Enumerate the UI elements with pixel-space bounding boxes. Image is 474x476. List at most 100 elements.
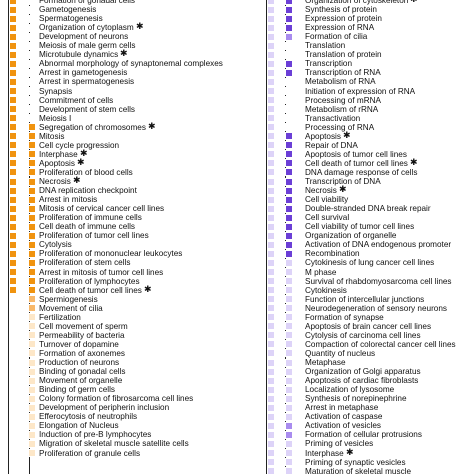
row-label: Processing of mRNA xyxy=(305,95,381,105)
heatmap-cell xyxy=(285,41,293,50)
heatmap-cell xyxy=(285,249,293,258)
heatmap-cell xyxy=(285,421,293,430)
heatmap-cell xyxy=(28,430,36,439)
heatmap-cell xyxy=(285,105,293,114)
row-label: Metaphase xyxy=(305,358,346,367)
heatmap-cell xyxy=(285,258,293,267)
heatmap-cell xyxy=(267,87,275,95)
heatmap-cell xyxy=(28,159,36,168)
heatmap-cell xyxy=(285,195,293,204)
heatmap-cell xyxy=(285,331,293,340)
heatmap-cell xyxy=(9,105,17,114)
heatmap-cell xyxy=(28,367,36,376)
heatmap-cell xyxy=(267,213,275,222)
row-label: Proliferation of stem cells xyxy=(39,258,131,268)
row-label: Maturation of skeletal muscle xyxy=(305,466,412,476)
heatmap-cell xyxy=(9,403,17,412)
heatmap-cell xyxy=(28,213,36,222)
asterisk-marker-icon: ✱ xyxy=(120,49,128,60)
row-label: Mitosis xyxy=(39,131,65,141)
row-label: Cytokinesis xyxy=(305,285,347,295)
heatmap-cell xyxy=(267,249,275,258)
heatmap-cell xyxy=(267,376,275,385)
asterisk-marker-icon: ✱ xyxy=(410,157,418,168)
heatmap-cell xyxy=(9,141,17,150)
row-label: Neurodegeneration of sensory neurons xyxy=(305,303,448,313)
row-label: Development of stem cells xyxy=(39,104,136,114)
row-label: Arrest in metaphase xyxy=(305,403,379,413)
row-label: Cell death of tumor cell lines xyxy=(305,158,408,168)
asterisk-marker-icon: ✱ xyxy=(73,176,81,186)
heatmap-cell xyxy=(267,340,275,349)
asterisk-marker-icon: ✱ xyxy=(144,284,152,295)
row-label: Transcription xyxy=(305,59,353,69)
heatmap-cell xyxy=(285,222,293,231)
heatmap-cell xyxy=(9,32,17,41)
row-label: Metabolism of RNA xyxy=(305,77,376,87)
heatmap-cell xyxy=(9,68,17,77)
row-label: Gametogenesis xyxy=(39,5,97,15)
row-label: Translation of protein xyxy=(305,50,382,60)
row-label: Organization of organelle xyxy=(305,231,397,241)
heatmap-cell xyxy=(267,394,275,403)
row-label: Interphase xyxy=(39,149,78,159)
heatmap-cell xyxy=(28,340,36,349)
heatmap-cell xyxy=(267,177,275,186)
heatmap-cell xyxy=(285,240,293,249)
heatmap-cell xyxy=(9,77,17,86)
heatmap-cell xyxy=(9,304,17,313)
heatmap-cell xyxy=(285,32,293,41)
heatmap-cell xyxy=(285,458,293,467)
heatmap-cell xyxy=(28,331,36,340)
heatmap-cell xyxy=(285,150,293,159)
heatmap-cell xyxy=(285,141,293,150)
heatmap-cell xyxy=(267,105,275,114)
heatmap-cell xyxy=(28,295,36,304)
heatmap-cell xyxy=(9,286,17,295)
heatmap-cell xyxy=(285,159,293,168)
heatmap-cell xyxy=(9,439,17,448)
row-label: Cytolysis xyxy=(39,240,72,250)
row-label: Quantity of nucleus xyxy=(305,348,376,358)
heatmap-cell xyxy=(267,286,275,295)
asterisk-marker-icon: ✱ xyxy=(136,22,144,33)
heatmap-cell xyxy=(9,159,17,168)
row-label: Abnormal morphology of synaptonemal comp… xyxy=(39,59,223,69)
heatmap-cell xyxy=(267,41,275,50)
heatmap-cell xyxy=(28,403,36,412)
row-label: Migration of skeletal muscle satellite c… xyxy=(39,439,189,449)
heatmap-cell xyxy=(28,249,36,258)
row-label: Expression of RNA xyxy=(305,23,375,33)
heatmap-cell xyxy=(9,5,17,14)
heatmap-cell xyxy=(28,358,36,367)
heatmap-cell xyxy=(267,5,275,14)
heatmap-cell xyxy=(267,439,275,448)
heatmap-cell xyxy=(267,367,275,376)
heatmap-cell xyxy=(9,50,17,59)
heatmap-cell xyxy=(267,449,275,457)
heatmap-cell xyxy=(267,123,275,132)
heatmap-cell xyxy=(28,439,36,448)
heatmap-cell xyxy=(285,412,293,421)
heatmap-cell xyxy=(9,313,17,322)
row-label: Turnover of dopamine xyxy=(39,339,119,349)
heatmap-cell xyxy=(9,412,17,421)
heatmap-cell xyxy=(9,213,17,222)
row-label: Apoptosis of tumor cell lines xyxy=(305,149,407,159)
heatmap-cell xyxy=(267,295,275,304)
heatmap-cell xyxy=(9,231,17,240)
heatmap-cell xyxy=(267,77,275,86)
row-label: Necrosis xyxy=(39,177,71,186)
heatmap-cell xyxy=(9,394,17,403)
row-label: Formation of synapse xyxy=(305,312,384,322)
row-label: Synapsis xyxy=(39,86,73,96)
asterisk-marker-icon: ✱ xyxy=(77,157,85,168)
heatmap-cell xyxy=(9,449,17,457)
heatmap-cell xyxy=(267,159,275,168)
heatmap-cell xyxy=(28,349,36,358)
heatmap-cell xyxy=(267,268,275,276)
row-label: Movement of organelle xyxy=(39,376,123,386)
heatmap-cell xyxy=(285,394,293,403)
row-label: Function of intercellular junctions xyxy=(305,294,425,304)
